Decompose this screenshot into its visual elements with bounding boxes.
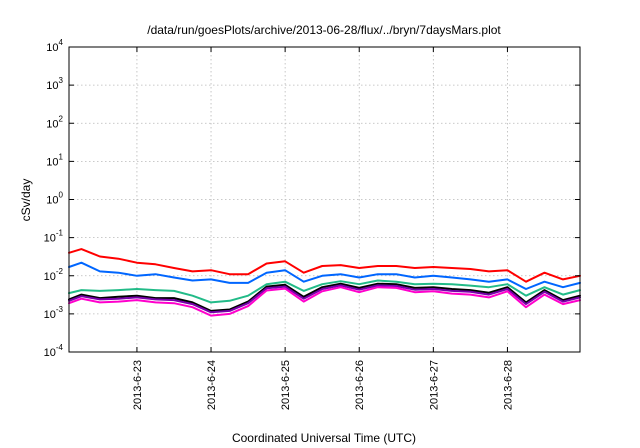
series-line-5: [68, 284, 581, 314]
y-tick-label: 102: [46, 114, 63, 130]
x-tick-label: 2013-6-25: [280, 360, 292, 410]
y-tick-label: 100: [46, 191, 63, 207]
series-line-1: [68, 248, 581, 283]
series-line-3: [68, 279, 581, 304]
x-tick-label: 2013-6-24: [206, 360, 218, 410]
series-line-2: [68, 261, 581, 290]
y-axis-label: cSv/day: [19, 179, 33, 222]
y-tick-labels: 10-4 10-3 10-2 10-1 100 101 102 103 104: [44, 38, 64, 359]
series-layer: [68, 248, 581, 317]
x-tick-labels: 2013-6-23 2013-6-24 2013-6-25 2013-6-26 2013…: [132, 360, 515, 410]
ticks: [69, 46, 580, 353]
x-tick-label: 2013-6-28: [502, 360, 514, 410]
x-tick-label: 2013-6-26: [354, 360, 366, 410]
y-tick-label: 10-4: [44, 343, 64, 359]
y-tick-label: 101: [46, 152, 63, 168]
chart-title: /data/run/goesPlots/archive/2013-06-28/f…: [147, 23, 501, 37]
y-tick-label: 10-3: [44, 305, 64, 321]
series-line-4: [68, 282, 581, 312]
series-line-6: [68, 286, 581, 317]
x-axis-label: Coordinated Universal Time (UTC): [232, 431, 416, 445]
x-tick-label: 2013-6-27: [428, 360, 440, 410]
grid: [69, 47, 580, 352]
y-tick-label: 103: [46, 76, 63, 92]
y-tick-label: 10-1: [44, 229, 64, 245]
y-tick-label: 10-2: [44, 267, 64, 283]
x-tick-label: 2013-6-23: [132, 360, 144, 410]
y-tick-label: 104: [46, 38, 63, 54]
